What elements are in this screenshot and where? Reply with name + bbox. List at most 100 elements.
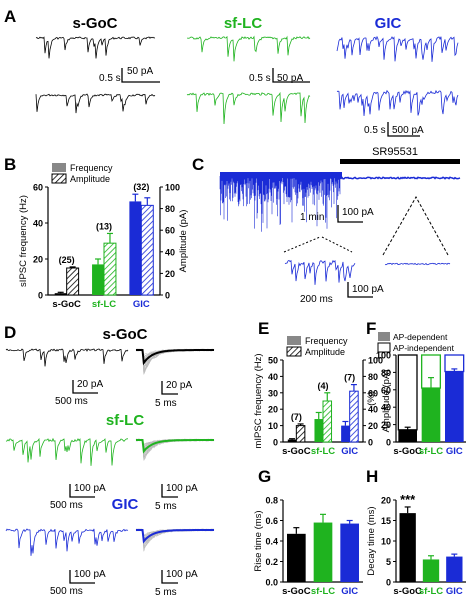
n-label-E: (7) (344, 373, 355, 383)
xtick-label-B: s-GoC (52, 299, 81, 310)
panel-c-drug-label: SR95531 (372, 146, 418, 158)
panel-a-title-gic: GIC (375, 15, 402, 32)
xtick-label-F: GIC (446, 446, 463, 457)
bar-frequency-B (92, 264, 104, 295)
xtick-label-G: s-GoC (282, 586, 311, 597)
panel-letter-b: B (4, 155, 16, 174)
bar-ap-dependent (421, 388, 441, 442)
overlay-average (136, 349, 214, 366)
ytick-label-E: 10 (268, 421, 278, 431)
significance-annotation: *** (400, 492, 416, 507)
ytick-label-H: 10 (381, 537, 391, 547)
bar-frequency-E (314, 419, 323, 442)
panel-d-scale-time-gic: 500 ms (50, 586, 83, 597)
panel-a-scalebar-goc (121, 68, 160, 83)
panel-c-scale-time-main: 1 min (300, 212, 324, 223)
panel-d-scale-time2-goc: 5 ms (155, 398, 177, 409)
bar-amplitude-E (295, 425, 306, 443)
overlay-d-lc (135, 438, 215, 462)
xtick-label-H: GIC (446, 586, 463, 597)
legend-swatch-frequency-E (287, 336, 301, 345)
trace-c-main-dense (219, 176, 341, 232)
legend-swatch-ap-independent (377, 342, 391, 353)
bar-frequency-B (129, 201, 142, 295)
panel-a-traces (35, 35, 459, 125)
panel-c-scale-amp-main: 100 pA (342, 207, 374, 218)
ytick-right-label-B: 0 (165, 291, 170, 301)
ytick-label-E: 0 (273, 438, 278, 448)
ytick-label-F: 80 (381, 368, 391, 378)
trace-c-inset-right (384, 262, 451, 266)
legend-label-amplitude-E: Amplitude (305, 347, 345, 357)
panel-d-scalebar2-lc (161, 484, 178, 498)
panel-c-zoom-lines-left (283, 236, 353, 253)
bar-ap-dependent (398, 429, 417, 442)
panel-d-scale-amp2-goc: 20 pA (166, 380, 192, 391)
legend-swatch-ap-dependent (378, 332, 390, 341)
trace-c-main-blocked (339, 176, 461, 180)
n-label-E: (4) (318, 381, 329, 391)
panel-d-title-lc: sf-LC (106, 412, 144, 429)
panel-d-traces (5, 348, 215, 556)
ytick-label-F: 0 (386, 438, 391, 448)
ytick-right-label-B: 60 (165, 226, 175, 236)
ytick-right-label-E: 20 (368, 421, 378, 431)
bar-G (340, 523, 359, 582)
overlay-average (136, 439, 214, 454)
ytick-label-H: 20 (381, 496, 391, 506)
panel-d-scale-time2-gic: 5 ms (155, 587, 177, 598)
panel-a-scale-time-gic: 0.5 s (364, 125, 386, 136)
trace-a-goc-1 (35, 36, 156, 59)
ytick-label-F: 40 (381, 403, 391, 413)
panel-a-scale-time-lc: 0.5 s (249, 73, 271, 84)
panel-c-drug-bar (340, 159, 460, 164)
ytick-right-label-E: 80 (368, 372, 378, 382)
ytick-label-B: 20 (33, 255, 43, 265)
xtick-label-G: sf-LC (311, 586, 335, 597)
xtick-label-E: s-GoC (282, 446, 311, 457)
bar-amplitude-B (103, 242, 117, 296)
ytick-right-label-B: 80 (165, 204, 175, 214)
ytick-label-F: 100 (376, 351, 391, 361)
trace-d-lc (5, 437, 128, 466)
ytick-label-F: 20 (381, 420, 391, 430)
panel-d-scale-amp-gic: 100 pA (74, 569, 106, 580)
bar-frequency-E (341, 425, 350, 442)
bar-amplitude-B (66, 267, 80, 296)
panel-letter-d: D (4, 323, 16, 342)
bar-H (446, 556, 463, 582)
ytick-right-label-E: 0 (368, 438, 373, 448)
ytick-label-E: 20 (268, 405, 278, 415)
bar-G (313, 522, 333, 582)
legend-swatch-frequency-B (52, 163, 66, 172)
panel-letter-a: A (4, 7, 16, 26)
ytick-label-G: 0.4 (265, 537, 278, 547)
bar-H (399, 513, 416, 582)
panel-d-scale-time2-lc: 5 ms (155, 501, 177, 512)
trace-d-goc (5, 348, 129, 367)
xtick-label-G: GIC (341, 586, 358, 597)
ytick-label-E: 40 (268, 372, 278, 382)
panel-d: s-GoC sf-LC GIC 500 ms 20 pA 5 ms 20 pA … (5, 326, 215, 598)
panel-d-scale-amp-goc: 20 pA (77, 379, 103, 390)
panel-a: s-GoC sf-LC GIC 0.5 s 50 pA 0.5 s 50 pA … (35, 15, 459, 137)
ylabel-right-B: Amplitude (pA) (178, 210, 189, 273)
trace-a-lc-2 (186, 91, 311, 125)
ytick-label-E: 30 (268, 388, 278, 398)
bar-amplitude-B (140, 204, 154, 296)
bar-ap-dependent (445, 371, 464, 442)
panel-a-title-goc: s-GoC (73, 15, 118, 32)
chart-b: 0 20 40 60 sIPSC frequency (Hz) 0 20 40 60 80 100 A… (18, 163, 189, 310)
panel-a-scale-amp-gic: 500 pA (392, 125, 424, 136)
legend-swatch-amplitude-B (51, 173, 67, 184)
xtick-label-F: sf-LC (419, 446, 443, 457)
ytick-label-G: 0.0 (265, 578, 278, 588)
panel-c-scale-amp-inset: 100 pA (352, 284, 384, 295)
overlay-average (136, 529, 214, 544)
bar-amplitude-E (322, 400, 333, 443)
bar-ap-independent (397, 354, 418, 431)
